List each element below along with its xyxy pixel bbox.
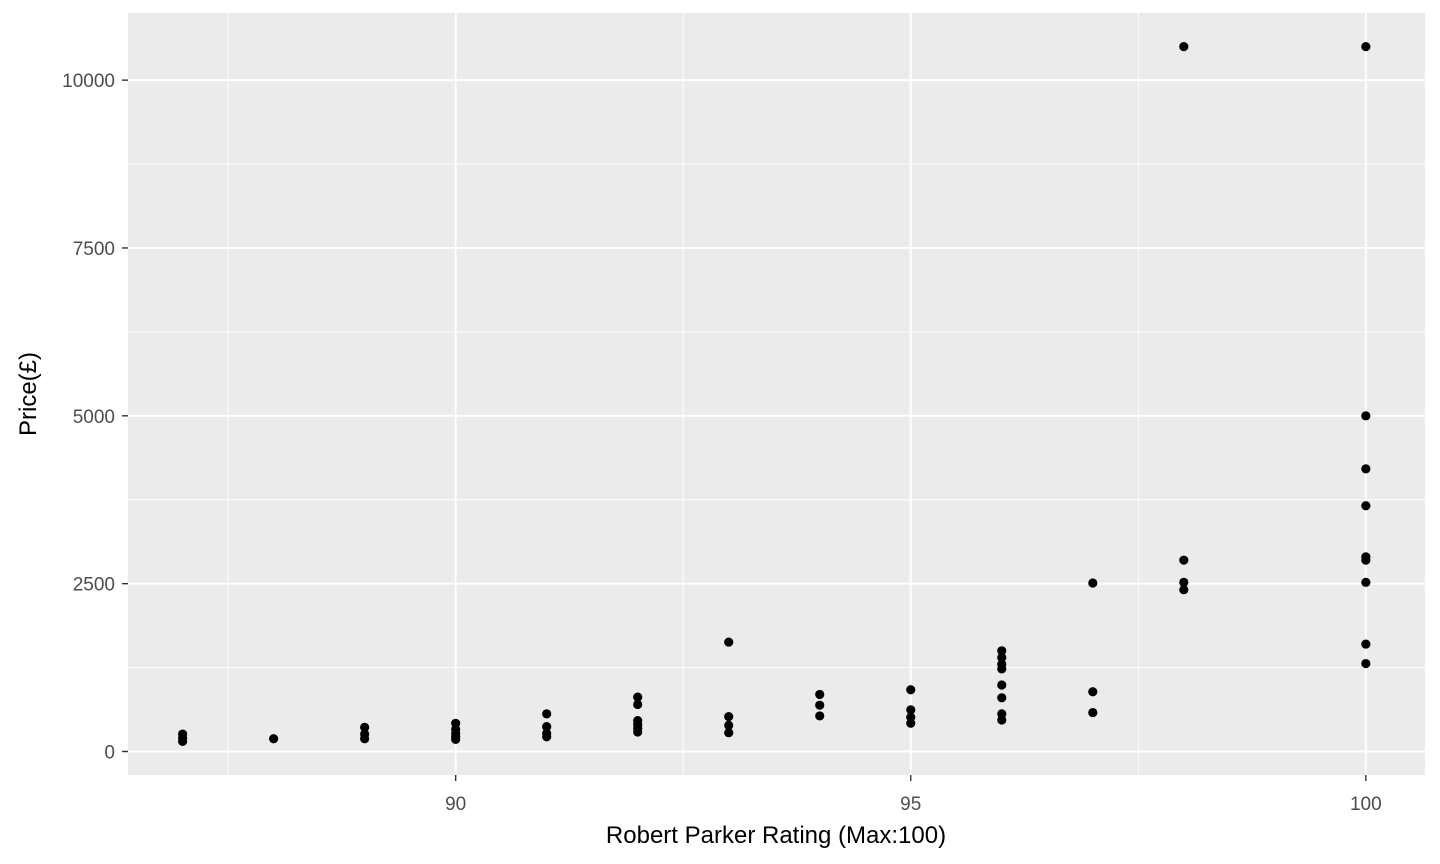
data-point [997,693,1007,703]
data-point [178,736,188,747]
x-tick-label: 90 [445,794,466,815]
y-tick-label: 2500 [73,575,115,596]
plot-panel [128,13,1425,775]
data-point [1179,577,1189,587]
data-point [1361,41,1371,52]
data-point [633,699,643,710]
data-point [269,734,279,744]
y-tick-label: 10000 [62,71,115,92]
data-point [360,734,370,744]
data-point [1088,707,1098,718]
data-point [906,718,916,728]
data-point [1361,411,1371,421]
data-point [997,664,1007,674]
data-point [724,711,734,722]
data-point [1361,577,1371,587]
x-axis-title: Robert Parker Rating (Max:100) [606,822,946,849]
data-point [1088,687,1098,697]
data-point [542,722,552,732]
data-points [178,41,1371,747]
data-point [1088,578,1098,588]
data-point [1361,464,1371,474]
data-point [815,689,825,700]
x-tick-label: 95 [900,794,921,815]
axis-ticks [122,79,1367,781]
data-point [906,705,916,715]
y-tick-label: 0 [104,743,115,764]
data-point [724,720,734,730]
data-point [360,722,370,732]
data-point [997,646,1007,656]
y-tick-label: 5000 [73,407,115,428]
data-point [542,732,552,742]
data-point [815,700,825,710]
x-tick-label: 100 [1350,794,1382,815]
data-point [1179,41,1189,52]
data-point [997,652,1007,663]
data-point [451,734,461,745]
data-point [542,709,552,719]
data-point [1361,555,1371,565]
data-point [633,727,643,737]
data-point [633,692,643,702]
data-point [1361,501,1371,511]
minor-gridlines [128,13,1425,775]
data-point [997,715,1007,725]
y-axis-title: Price(£) [15,352,42,436]
data-point [724,637,734,647]
data-point [1361,658,1371,669]
data-point [815,711,825,721]
data-point [997,680,1007,690]
data-point [1179,585,1189,595]
y-tick-label: 7500 [73,239,115,260]
axis-tick-labels: 90 95 100 0 2500 5000 7500 10000 [62,71,1382,815]
data-point [724,728,734,738]
data-point [1179,555,1189,565]
data-point [1361,639,1371,649]
data-point [906,685,916,695]
